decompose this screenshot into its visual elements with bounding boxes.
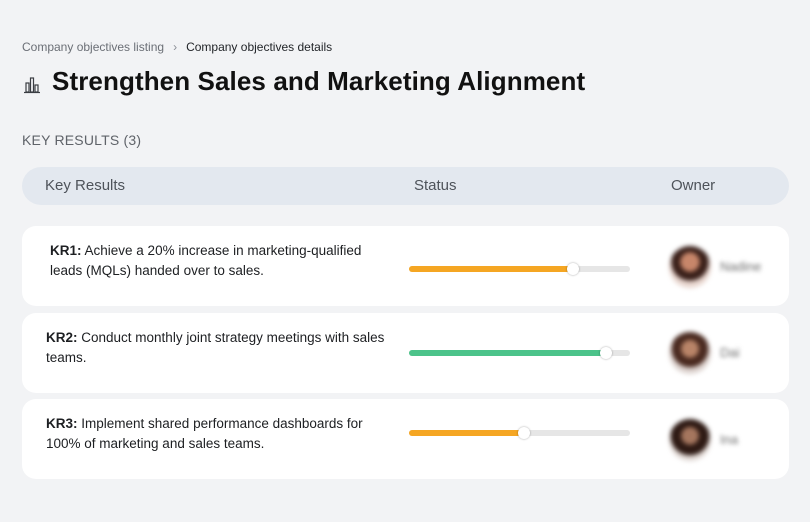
key-result-text: Implement shared performance dashboards …: [46, 416, 363, 451]
breadcrumb-current-page: Company objectives details: [186, 40, 333, 54]
owner-avatar: [669, 332, 711, 374]
column-header-key-results: Key Results: [45, 177, 126, 194]
status-progress-knob: [566, 263, 579, 275]
key-result-row-3[interactable]: KR3: Implement shared performance dashbo…: [22, 399, 789, 479]
status-progress-bar: [409, 347, 630, 359]
status-progress-bar: [409, 427, 630, 439]
status-progress-fill: [409, 350, 606, 356]
column-header-status: Status: [414, 177, 457, 194]
key-results-count-label: KEY RESULTS (3): [22, 132, 142, 148]
owner-avatar: [669, 419, 711, 461]
owner-name: Ina: [720, 432, 739, 447]
key-result-description: KR1: Achieve a 20% increase in marketing…: [50, 241, 390, 281]
key-result-code: KR2:: [46, 330, 78, 345]
breadcrumb-separator-icon: ›: [173, 40, 178, 54]
key-result-text: Conduct monthly joint strategy meetings …: [46, 330, 385, 365]
key-result-row-2[interactable]: KR2: Conduct monthly joint strategy meet…: [22, 313, 789, 393]
key-result-description: KR2: Conduct monthly joint strategy meet…: [46, 328, 386, 368]
key-results-table-header: Key Results Status Owner: [22, 167, 789, 205]
status-progress-knob: [517, 427, 530, 439]
objective-header: Strengthen Sales and Marketing Alignment: [22, 66, 585, 97]
key-result-code: KR1:: [50, 243, 82, 258]
breadcrumb-link-objectives-listing[interactable]: Company objectives listing: [22, 40, 165, 54]
key-result-text: Achieve a 20% increase in marketing-qual…: [50, 243, 362, 278]
key-result-description: KR3: Implement shared performance dashbo…: [46, 414, 386, 454]
owner-name: Dai: [720, 345, 740, 360]
key-result-code: KR3:: [46, 416, 78, 431]
status-progress-bar: [409, 263, 630, 275]
status-progress-fill: [409, 430, 524, 436]
column-header-owner: Owner: [671, 177, 716, 194]
breadcrumb: Company objectives listing › Company obj…: [22, 40, 332, 54]
owner-avatar: [669, 246, 711, 288]
status-progress-knob: [599, 347, 612, 359]
page-title: Strengthen Sales and Marketing Alignment: [52, 66, 586, 96]
key-result-row-1[interactable]: KR1: Achieve a 20% increase in marketing…: [22, 226, 789, 306]
owner-name: Nadine: [720, 259, 762, 274]
status-progress-fill: [409, 266, 573, 272]
building-chart-icon: [24, 76, 40, 93]
